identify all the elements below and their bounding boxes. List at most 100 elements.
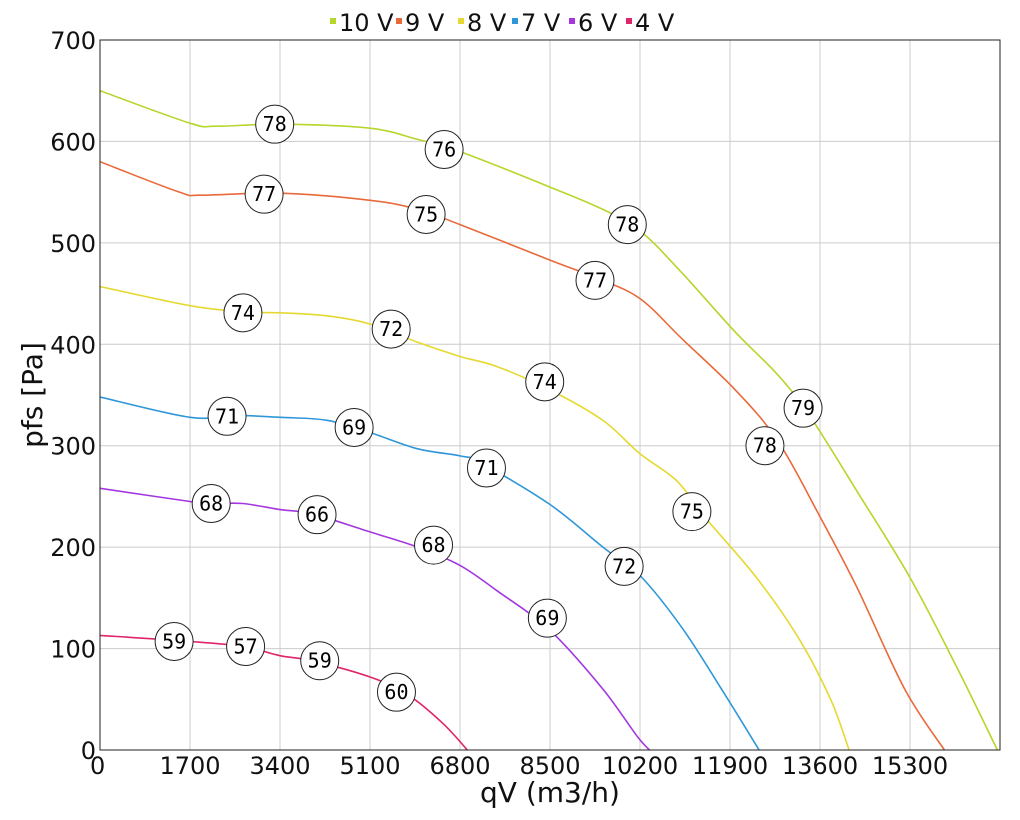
point-label-circle [226,627,266,667]
legend-label: 4 V [635,9,675,37]
point-label: 71 [207,396,247,436]
legend-item: 9 V [396,9,445,37]
point-label-circle [207,396,247,436]
point-label-circle [297,495,337,535]
point-label: 75 [672,492,712,532]
point-label: 77 [244,174,284,214]
series-line [100,396,760,750]
point-label-text: 59 [162,629,186,653]
legend-item: 6 V [569,9,618,37]
point-label-circle [575,260,615,300]
y-tick-label: 300 [50,433,96,461]
x-tick-label: 13600 [782,752,858,780]
point-label-text: 75 [414,202,438,226]
point-label-circle [300,641,340,681]
point-label-circle [371,309,411,349]
legend-item: 10 V [330,9,394,37]
point-label-text: 78 [263,112,287,136]
point-label-circle [525,362,565,402]
legend-item: 8 V [458,9,507,37]
x-tick-label: 3400 [249,752,310,780]
legend-swatch [512,18,518,24]
x-tick-label: 6800 [429,752,490,780]
legend: 10 V 9 V 8 V 7 V 6 V 4 V [330,9,675,37]
y-axis-title: pfs [Pa] [16,342,49,448]
point-label: 59 [154,621,194,661]
point-labels: 78 76 78 79 77 75 77 78 74 72 74 75 71 69 71 72 68 66 68 69… [154,104,823,712]
point-label: 69 [334,407,374,447]
point-label: 79 [783,388,823,428]
point-label: 78 [255,104,295,144]
point-label: 68 [191,484,231,524]
y-tick-label: 600 [50,128,96,156]
point-label-circle [466,448,506,488]
legend-swatch [330,18,336,24]
point-label-circle [604,546,644,586]
legend-swatch [458,18,464,24]
point-label-circle [745,426,785,466]
legend-swatch [569,18,575,24]
legend-swatch [396,18,402,24]
point-label-text: 60 [384,680,408,704]
point-label-text: 76 [432,138,456,162]
y-tick-label: 700 [50,27,96,55]
point-label: 57 [226,627,266,667]
point-label: 75 [406,194,446,234]
plot-frame [99,39,1001,751]
x-axis-title: qV (m3/h) [480,776,620,809]
x-tick-label: 0 [90,752,105,780]
point-label-text: 74 [533,370,557,394]
y-tick-label: 200 [50,534,96,562]
point-label-text: 75 [680,500,704,524]
point-label-circle [255,104,295,144]
x-tick-label: 8500 [519,752,580,780]
y-tick-label: 100 [50,636,96,664]
point-label-text: 71 [215,404,239,428]
series-line [100,487,651,750]
point-label: 68 [414,525,454,565]
point-label: 78 [607,205,647,245]
series-line [100,634,469,750]
legend-item: 4 V [626,9,675,37]
point-label: 74 [525,362,565,402]
point-label-circle [527,598,567,638]
point-label-text: 77 [583,268,607,292]
x-tick-label: 15300 [872,752,948,780]
y-tick-label: 500 [50,230,96,258]
point-label-text: 78 [753,434,777,458]
legend-item: 7 V [512,9,561,37]
point-label-circle [414,525,454,565]
point-label: 72 [371,309,411,349]
x-tick-label: 5100 [339,752,400,780]
point-label: 74 [223,293,263,333]
point-label: 71 [466,448,506,488]
point-label: 60 [376,672,416,712]
point-label-circle [783,388,823,428]
point-label-circle [376,672,416,712]
point-label-text: 66 [305,503,329,527]
x-tick-label: 11900 [692,752,768,780]
point-label-text: 69 [535,606,559,630]
point-label-text: 72 [612,554,636,578]
point-label-text: 59 [308,649,332,673]
series-line [100,160,946,750]
legend-label: 8 V [467,9,507,37]
x-tick-label: 1700 [159,752,220,780]
legend-label: 9 V [405,9,445,37]
legend-label: 6 V [578,9,618,37]
point-label-circle [223,293,263,333]
point-label: 59 [300,641,340,681]
legend-label: 7 V [521,9,561,37]
y-tick-label: 400 [50,331,96,359]
point-label-text: 69 [342,415,366,439]
point-label: 76 [424,130,464,170]
legend-swatch [626,18,632,24]
point-label-text: 68 [199,492,223,516]
point-label-circle [244,174,284,214]
point-label-circle [154,621,194,661]
point-label-text: 79 [791,396,815,420]
point-label-circle [424,130,464,170]
point-label-text: 77 [252,182,276,206]
point-label: 78 [745,426,785,466]
